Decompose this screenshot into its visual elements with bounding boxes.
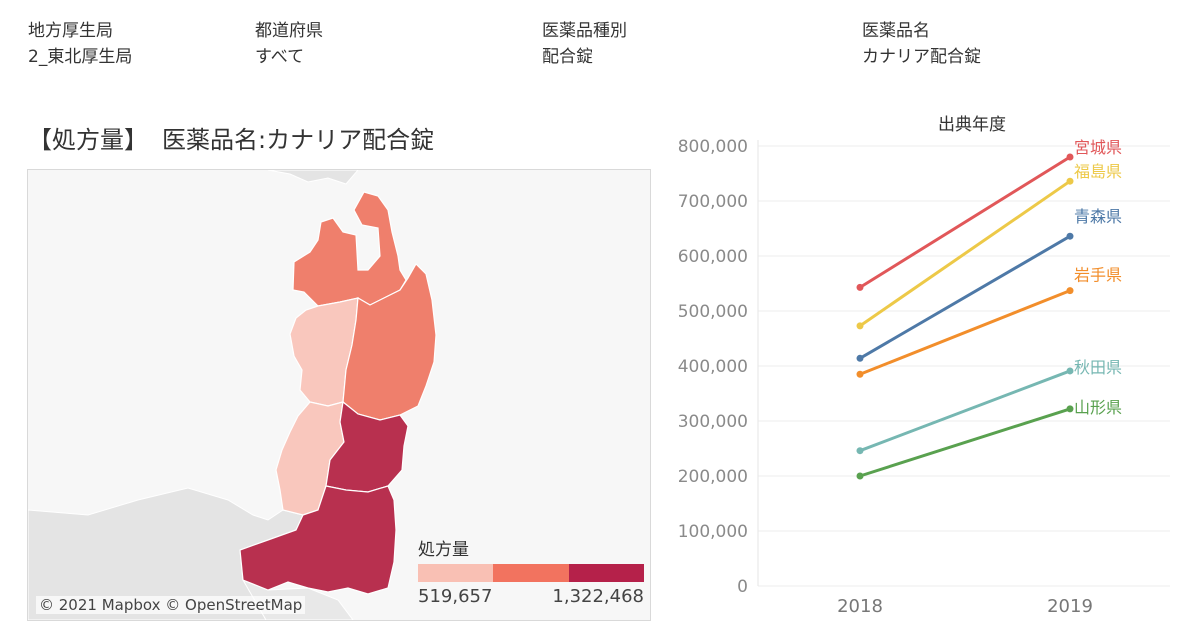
legend-max: 1,322,468	[552, 586, 644, 607]
map-attribution[interactable]: © 2021 Mapbox © OpenStreetMap	[36, 596, 306, 614]
series-label: 山形県	[1074, 398, 1122, 417]
series-line	[858, 407, 1072, 478]
series-label: 宮城県	[1074, 138, 1122, 157]
data-point	[1066, 232, 1074, 240]
series-line	[858, 369, 1072, 453]
legend-step-low	[418, 564, 494, 582]
series-label: 青森県	[1074, 207, 1122, 226]
y-tick-label: 200,000	[678, 467, 748, 487]
y-tick-label: 100,000	[678, 522, 748, 542]
data-point	[1066, 405, 1074, 413]
series-line	[858, 289, 1072, 376]
map-title-main: 医薬品名:カナリア配合錠	[162, 126, 435, 154]
y-tick-label: 500,000	[678, 302, 748, 322]
filter-value[interactable]: 配合錠	[542, 47, 593, 67]
filter-regional-bureau[interactable]: 地方厚生局 2_東北厚生局	[28, 18, 132, 70]
line-chart[interactable]: 出典年度 0 100,000 200,000 300,000 400,000 500,000…	[658, 106, 1188, 626]
filter-value[interactable]: すべて	[255, 47, 305, 67]
data-point	[856, 322, 864, 330]
y-tick-label: 300,000	[678, 412, 748, 432]
filter-prefecture[interactable]: 都道府県 すべて	[255, 18, 323, 70]
map-region-aomori[interactable]	[292, 191, 407, 307]
data-point	[1066, 287, 1074, 295]
chart-title: 出典年度	[938, 115, 1006, 135]
data-point	[856, 447, 864, 455]
map-canvas[interactable]	[28, 170, 650, 620]
legend-min: 519,657	[418, 586, 493, 607]
data-point	[856, 370, 864, 378]
y-tick-label: 0	[737, 577, 748, 597]
filter-label: 地方厚生局	[28, 21, 113, 41]
filter-label: 医薬品名	[862, 21, 930, 41]
filter-label: 都道府県	[255, 21, 323, 41]
y-tick-label: 700,000	[678, 192, 748, 212]
series-line	[858, 155, 1072, 289]
map-region-iwate[interactable]	[342, 263, 437, 421]
data-point	[856, 283, 864, 291]
filter-drug-type[interactable]: 医薬品種別 配合錠	[542, 18, 627, 70]
filter-value[interactable]: 2_東北厚生局	[28, 47, 133, 67]
legend-values: 519,657 1,322,468	[418, 584, 644, 612]
data-point	[856, 472, 864, 480]
data-point	[856, 354, 864, 362]
filter-drug-name[interactable]: 医薬品名 カナリア配合錠	[862, 18, 981, 70]
y-tick-label: 800,000	[678, 137, 748, 157]
x-tick-label: 2019	[1047, 596, 1093, 617]
map-basemap-land	[267, 170, 359, 185]
choropleth-map[interactable]: © 2021 Mapbox © OpenStreetMap 処方量 519,65…	[27, 169, 651, 621]
data-point	[1066, 177, 1074, 185]
y-tick-label: 400,000	[678, 357, 748, 377]
legend-step-high	[568, 564, 644, 582]
series-label: 岩手県	[1074, 266, 1122, 285]
map-title: 【処方量】 医薬品名:カナリア配合錠	[28, 120, 434, 155]
series-label: 福島県	[1074, 162, 1122, 181]
map-legend: 処方量 519,657 1,322,468	[418, 538, 644, 612]
map-title-prefix: 【処方量】	[28, 126, 148, 154]
map-region-fukushima[interactable]	[239, 485, 397, 595]
filter-label: 医薬品種別	[542, 21, 627, 41]
data-point	[1066, 153, 1074, 161]
filter-bar: 地方厚生局 2_東北厚生局 都道府県 すべて 医薬品種別 配合錠 医薬品名 カナ…	[0, 18, 1200, 78]
y-tick-label: 600,000	[678, 247, 748, 267]
x-tick-label: 2018	[837, 596, 883, 617]
filter-value[interactable]: カナリア配合錠	[862, 47, 981, 67]
series-line	[858, 234, 1072, 360]
series-label: 秋田県	[1074, 358, 1122, 377]
data-point	[1066, 367, 1074, 375]
legend-step-mid	[493, 564, 569, 582]
legend-color-scale	[418, 564, 644, 582]
legend-title: 処方量	[418, 540, 469, 560]
series-line	[858, 179, 1072, 328]
